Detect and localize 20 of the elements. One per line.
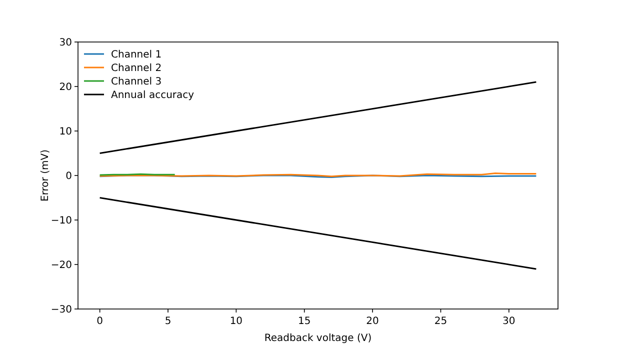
legend-label: Channel 3 (111, 76, 162, 88)
y-tick-label: −10 (50, 216, 72, 226)
y-tick-label: −20 (50, 260, 72, 271)
legend-label: Channel 2 (111, 63, 162, 74)
x-tick-label: 25 (434, 316, 448, 327)
x-tick-label: 10 (230, 316, 243, 327)
y-tick-label: 30 (59, 38, 72, 48)
y-tick-label: −30 (50, 304, 72, 316)
y-tick-label: 0 (66, 171, 72, 182)
x-tick-label: 20 (366, 316, 379, 327)
legend-label: Channel 1 (111, 50, 162, 60)
x-tick-label: 15 (298, 316, 311, 327)
x-axis-title: Readback voltage (V) (264, 333, 372, 344)
x-tick-label: 5 (164, 316, 172, 327)
x-tick-label: 30 (502, 316, 516, 327)
legend-label: Annual accuracy (111, 90, 194, 101)
x-tick-label: 0 (96, 316, 104, 327)
y-tick-label: 20 (59, 82, 72, 93)
y-axis-title: Error (mV) (40, 149, 51, 202)
y-tick-label: 10 (59, 126, 72, 138)
